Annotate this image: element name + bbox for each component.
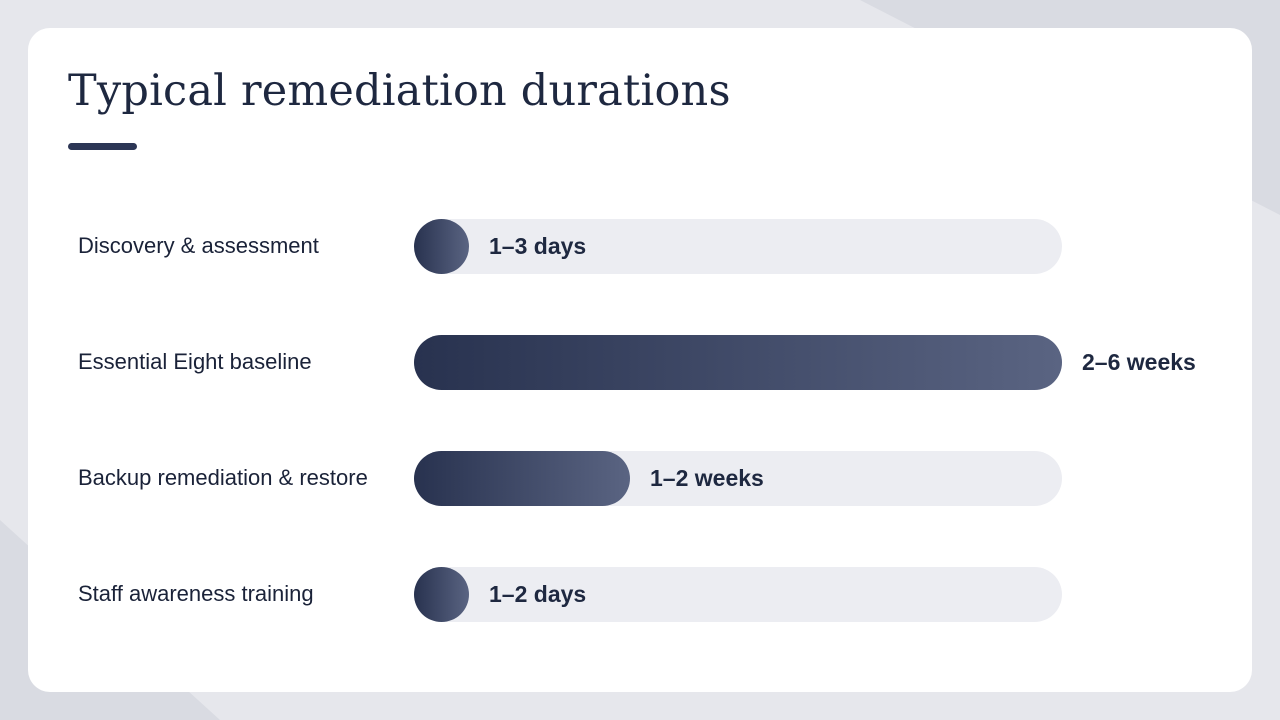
bar-value-label: 1–3 days (489, 232, 587, 259)
row-label: Essential Eight baseline (78, 349, 312, 374)
row-label: Discovery & assessment (78, 233, 319, 258)
bar (414, 566, 469, 622)
bar-track (414, 218, 1062, 274)
bar (414, 334, 1062, 390)
bar (414, 218, 469, 274)
bar-track (414, 334, 1062, 390)
bar (414, 450, 630, 506)
bar-value-label: 1–2 days (489, 580, 587, 607)
bar-track (414, 450, 1062, 506)
bar-value-label: 2–6 weeks (1082, 348, 1196, 375)
chart-title: Typical remediation durations (68, 66, 731, 116)
title-underline (68, 143, 137, 150)
bar-track (414, 566, 1062, 622)
row-label: Staff awareness training (78, 581, 314, 606)
bar-value-label: 1–2 weeks (650, 464, 764, 491)
row-label: Backup remediation & restore (78, 465, 368, 490)
